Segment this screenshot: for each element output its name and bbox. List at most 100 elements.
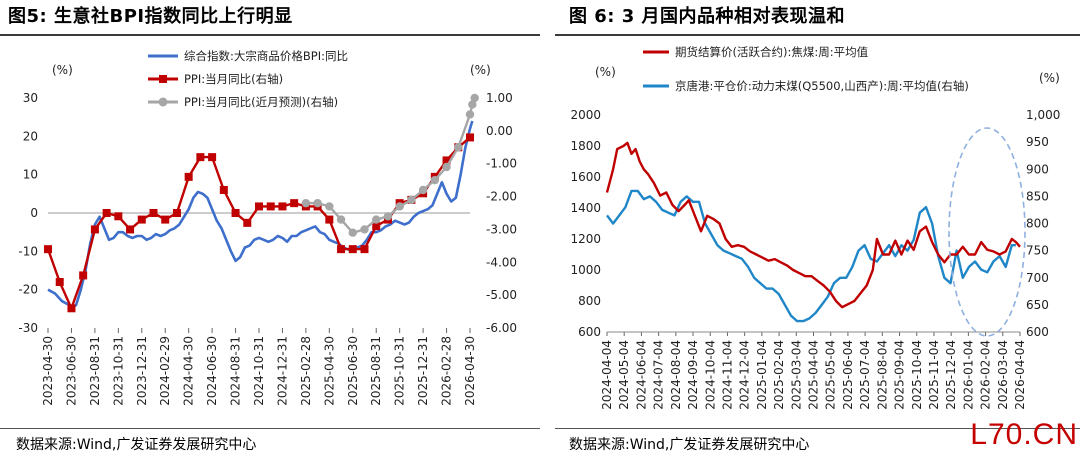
ppi-forecast-point [360,225,369,234]
right-y-tick-label: -1.00 [486,157,517,171]
x-tick-label: 2024-08-04 [669,340,683,410]
figure-6-title: 图 6: 3 月国内品种相对表现温和 [569,6,846,27]
ppi-point [290,199,299,208]
ppi-forecast-point [465,110,475,119]
series-line [605,141,1021,309]
bpi-ppi-chart: 30 20 10 0 -10 -20 -30 1.00 0.00 -1.00 -2.00 -3.00 -… [18,49,517,406]
left-y-tick-label: 20 [23,129,38,143]
ppi-forecast-point [418,185,428,195]
x-tick-label: 2024-06-04 [634,340,648,410]
x-tick-label: 2024-10-04 [703,340,717,410]
x-tick-label: 2023-08-31 [88,336,102,406]
ppi-point [149,209,158,217]
x-tick-label: 2026-01-04 [961,340,975,410]
left-y-tick-label: 30 [23,91,38,105]
ppi-point [208,153,217,162]
legend-label-ppi-forecast: PPI:当月同比(近月预测)(右轴) [184,95,338,109]
ppi-point [114,212,123,221]
x-tick-label: 2024-08-31 [229,336,243,406]
ppi-point [325,215,334,224]
right-y-tick-label: 750 [1026,244,1049,258]
x-tick-label: 2024-06-30 [205,336,219,406]
left-y-tick-label: 1400 [570,201,601,215]
ppi-point [184,172,193,181]
x-tick-label: 2025-05-04 [824,340,838,410]
x-tick-label: 2025-08-31 [369,336,383,406]
ppi-point [90,225,99,234]
ppi-point [161,215,170,224]
ppi-point [278,202,287,211]
ppi-point [372,222,381,231]
series-line [606,189,1016,323]
coal-price-chart: 2000 1800 1600 1400 1200 1000 800 600 1,000 950 90… [570,45,1060,410]
ppi-forecast-point [430,175,440,185]
ppi-point [172,209,181,217]
ppi-forecast-point [470,93,479,103]
series-line [47,120,474,311]
right-y-tick-label: 700 [1026,271,1049,285]
right-y-tick-label: -3.00 [486,222,517,236]
ppi-point [348,245,357,254]
ppi-forecast-point [407,195,416,205]
ppi-forecast-point [348,228,357,237]
x-tick-label: 2024-04-30 [182,336,196,406]
ppi-point [243,218,252,227]
x-tick-label: 2026-04-30 [463,336,477,406]
ppi-point [266,202,275,211]
legend-label-bpi: 综合指数:大宗商品价格BPI:同比 [184,49,348,63]
ppi-forecast-point [325,202,334,211]
right-y-tick-label: -4.00 [486,255,517,269]
right-y-tick-label: 900 [1026,162,1049,176]
right-y-tick-label: -6.00 [486,321,517,335]
x-tick-label: 2024-02-29 [158,336,172,406]
x-tick-label: 2024-12-04 [738,340,752,410]
right-y-tick-label: 600 [1026,325,1049,339]
x-tick-label: 2025-12-04 [944,340,958,410]
ppi-point [126,225,135,234]
title-rule [555,34,1080,36]
x-tick-label: 2024-07-04 [652,340,666,410]
ppi-point [219,186,228,194]
title-rule [0,34,540,36]
legend-marker-ppi [159,75,167,83]
figure-5-title: 图5: 生意社BPI指数同比上行明显 [8,6,293,27]
ppi-point [79,271,88,280]
ppi-forecast-point [383,212,393,221]
x-tick-label: 2025-12-31 [416,336,430,406]
x-tick-label: 2025-03-04 [789,340,803,410]
left-y-tick-label: 800 [578,294,601,308]
x-tick-label: 2023-10-31 [111,336,125,406]
x-tick-label: 2023-12-31 [135,336,149,406]
ppi-point [442,156,451,165]
ppi-point [55,278,64,286]
ppi-forecast-point [468,100,477,109]
right-y-tick-label: 950 [1026,135,1049,149]
source-rule [0,428,540,429]
ppi-point [44,245,52,254]
right-y-tick-label: 800 [1026,217,1049,231]
x-tick-label: 2024-10-31 [252,336,266,406]
x-tick-label: 2023-06-30 [64,336,78,406]
ppi-point [137,215,146,224]
x-tick-label: 2025-02-28 [299,336,313,406]
ppi-forecast-point [301,198,311,208]
highlight-ellipse [948,127,1026,337]
right-y-tick-label: 650 [1026,298,1049,312]
right-axis-unit: (%) [1039,71,1060,85]
x-tick-label: 2025-09-04 [893,340,907,410]
legend-label-coking-coal: 期货结算价(活跃合约):焦煤:周:平均值 [675,45,869,59]
figure-6-source: 数据来源:Wind,广发证券发展研究中心 [569,437,810,453]
x-tick-label: 2025-08-04 [875,340,889,410]
x-tick-label: 2025-06-04 [841,340,855,410]
ppi-point [196,153,205,162]
left-y-tick-label: 600 [578,325,601,339]
x-tick-label: 2026-04-04 [1013,340,1027,410]
left-y-tick-label: -10 [18,244,38,258]
legend-marker-ppi-forecast [158,97,168,107]
x-tick-label: 2025-11-04 [927,340,941,410]
ppi-point [255,202,263,211]
ppi-point [231,209,240,217]
ppi-forecast-point [442,162,451,172]
left-y-tick-label: 1200 [570,232,601,246]
x-tick-label: 2024-12-31 [275,336,289,406]
